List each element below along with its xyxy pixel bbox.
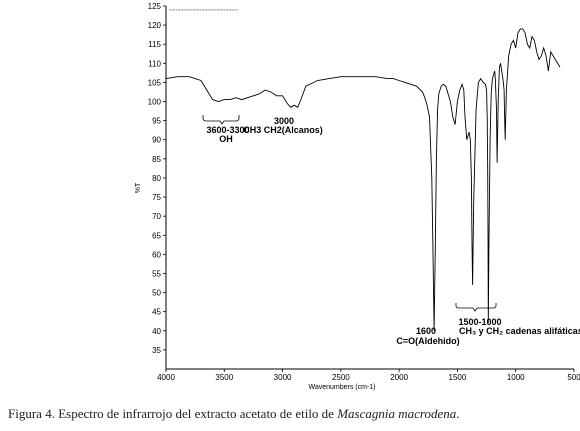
annotation-aldehyde-sub: C=O(Aldehido) [396, 336, 459, 346]
y-axis-ticks: 35 40 45 50 55 60 65 70 75 80 85 90 95 100 105 110 115 12… [148, 2, 166, 355]
annotation-aldehyde-label: 1600 [416, 326, 436, 336]
x-tick-label: 500 [567, 373, 580, 382]
y-tick-label: 55 [152, 269, 161, 278]
annotation-oh-bracket [202, 115, 240, 125]
annotation-aliphatic: 1500-1000 CH₃ y CH₂ cadenas alifáticas [455, 303, 580, 336]
y-tick-label: 100 [148, 98, 162, 107]
y-tick-label: 115 [148, 40, 161, 49]
x-tick-label: 4000 [157, 373, 175, 382]
ir-spectrum-chart: 35 40 45 50 55 60 65 70 75 80 85 90 95 100 105 110 115 12… [135, 2, 580, 391]
x-tick-label: 1500 [449, 373, 467, 382]
annotation-oh-label: 3600-3300 [206, 125, 249, 135]
annotation-oh-sub: OH [219, 134, 233, 144]
y-tick-label: 105 [148, 78, 162, 87]
y-tick-label: 60 [152, 250, 161, 259]
annotation-aliphatic-label: 1500-1000 [458, 317, 501, 327]
y-tick-label: 80 [152, 174, 161, 183]
annotation-alkanes: 3000 CH3 CH2(Alcanos) [243, 116, 323, 135]
y-tick-label: 65 [152, 231, 161, 240]
y-tick-label: 125 [148, 2, 162, 11]
x-tick-label: 3500 [215, 373, 233, 382]
plot-frame [165, 6, 574, 370]
y-tick-label: 85 [152, 155, 161, 164]
y-tick-label: 50 [152, 289, 161, 298]
y-axis-label: %T [135, 182, 142, 193]
annotation-alkanes-sub: CH3 CH2(Alcanos) [243, 125, 323, 135]
figure-caption: Figura 4. Espectro de infrarrojo del ext… [8, 406, 572, 422]
y-tick-label: 45 [152, 308, 161, 317]
annotation-aldehyde: 1600 C=O(Aldehido) [396, 326, 459, 346]
y-tick-label: 40 [152, 327, 161, 336]
annotation-aliphatic-sub: CH₃ y CH₂ cadenas alifáticas [459, 326, 580, 336]
y-tick-label: 35 [152, 346, 161, 355]
y-tick-label: 110 [148, 59, 161, 68]
x-tick-label: 3000 [274, 373, 292, 382]
caption-prefix: Figura 4. Espectro de infrarrojo del ext… [8, 406, 338, 421]
annotation-oh: 3600-3300 OH [202, 115, 250, 144]
annotation-alkanes-label: 3000 [274, 116, 294, 126]
y-tick-label: 95 [152, 117, 161, 126]
y-tick-label: 90 [152, 136, 161, 145]
y-tick-label: 120 [148, 21, 162, 30]
x-tick-label: 1000 [507, 373, 525, 382]
x-tick-label: 2500 [332, 373, 350, 382]
spectrum-line [165, 28, 561, 331]
caption-species: Mascagnia macrodena [337, 406, 457, 421]
x-tick-label: 2000 [390, 373, 408, 382]
x-axis-ticks: 4000 3500 3000 2500 2000 1500 1000 500 [157, 369, 580, 382]
y-tick-label: 75 [152, 193, 161, 202]
annotation-aliphatic-bracket [455, 303, 497, 312]
y-tick-label: 70 [152, 212, 161, 221]
x-axis-label: Wavenumbers (cm-1) [308, 384, 375, 391]
caption-suffix: . [456, 406, 460, 421]
